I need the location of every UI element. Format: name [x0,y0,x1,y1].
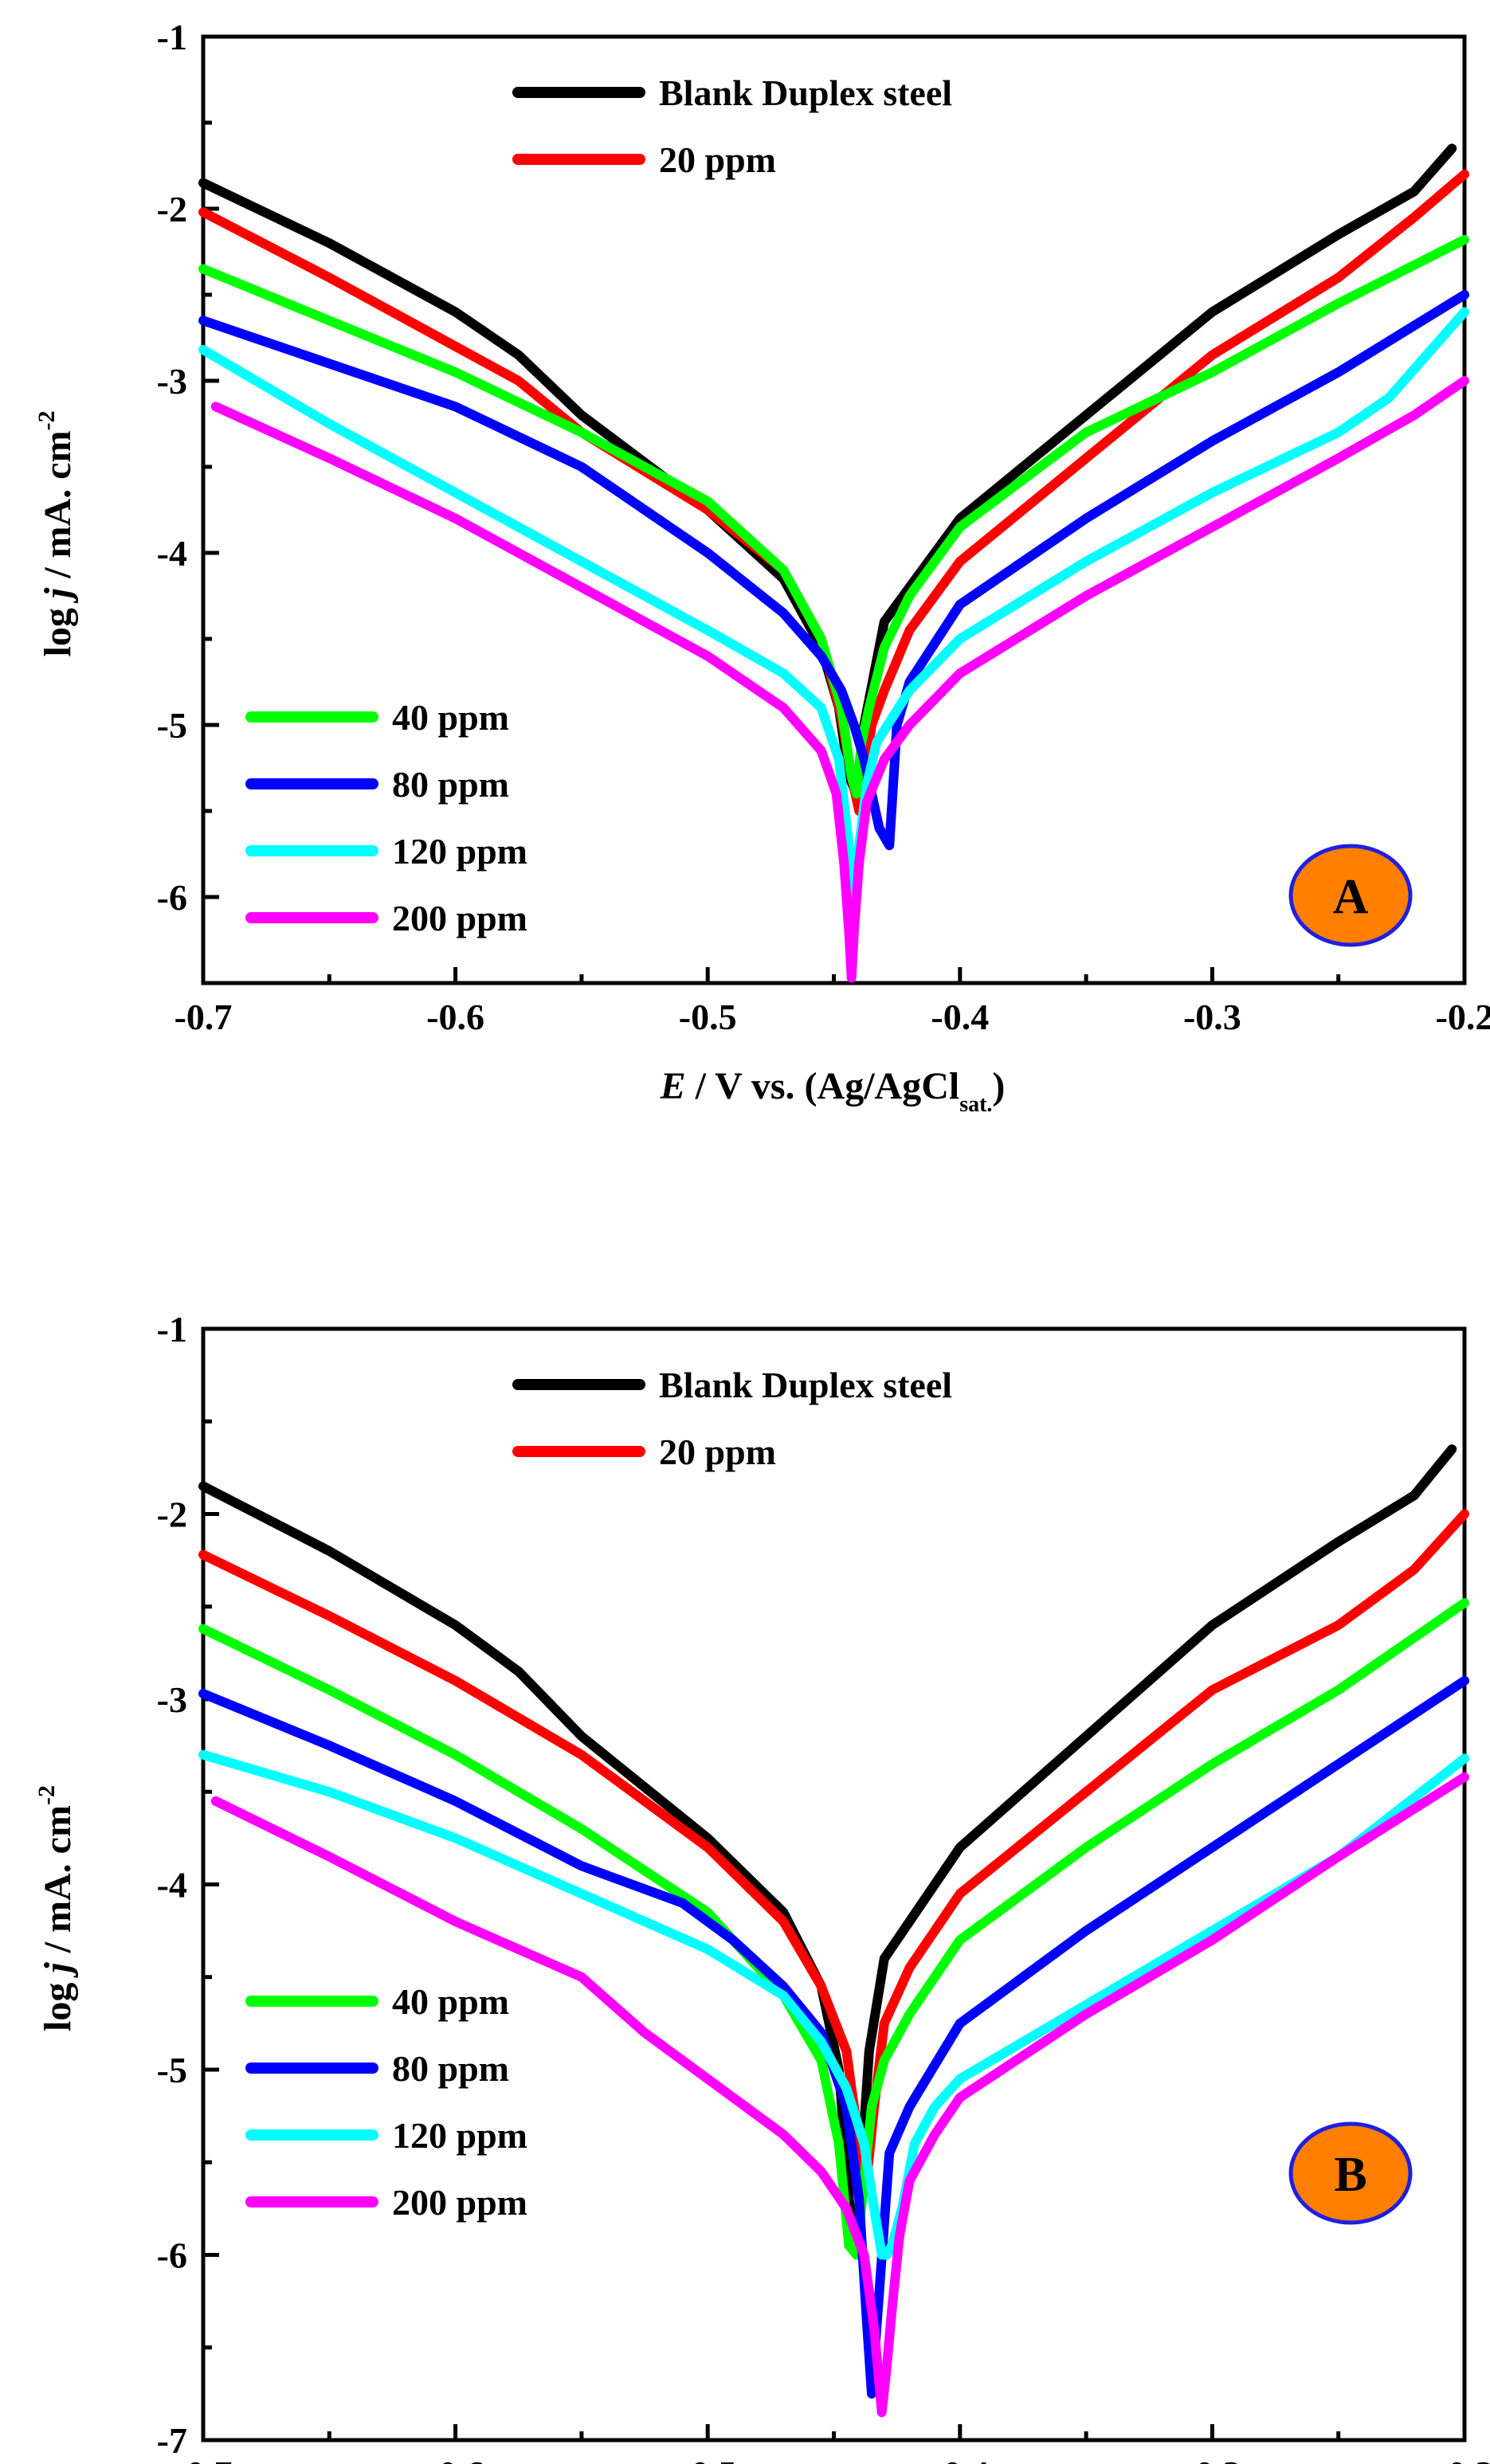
y-axis-title: log j / mA. cm-2 [33,411,79,657]
series-line-5 [210,376,1469,983]
y-axis-title-sup: -2 [33,411,60,431]
legend-label: Blank Duplex steel [659,1365,952,1405]
x-tick-label: -0.3 [1183,2454,1241,2464]
y-tick-label: -2 [157,1494,187,1535]
y-tick-label: -3 [157,361,187,402]
panel-badge [1288,2121,1413,2225]
x-tick-label: -0.5 [679,2454,737,2464]
legend-label: 40 ppm [392,697,509,738]
legend-label: 20 ppm [659,139,776,180]
y-axis-title-sup: -2 [33,1785,60,1805]
legend-label: 40 ppm [392,1981,509,2022]
y-tick-label: -5 [157,2050,187,2090]
y-axis-title-text: / mA. cm [37,431,79,588]
x-axis-title-tail: ) [992,1065,1005,1107]
y-axis-title-pre: log [37,1973,79,2031]
y-tick-label: -1 [157,1309,187,1350]
legend-label: Blank Duplex steel [659,72,952,113]
x-tick-label: -0.3 [1183,997,1241,1037]
panel-letter: B [1334,2148,1366,2202]
y-tick-label: -7 [157,2420,187,2461]
panel-letter: A [1333,870,1369,924]
legend-label: 20 ppm [659,1432,776,1472]
y-tick-label: -3 [157,1679,187,1720]
x-tick-label: -0.7 [174,997,233,1037]
series-line-5 [210,1772,1469,2418]
x-axis-title: E / V vs. (Ag/AgClsat.) [660,1065,1006,1117]
series-line-2 [198,1598,1469,2260]
y-tick-label: -4 [157,533,187,574]
legend-label: 200 ppm [392,2182,527,2223]
x-axis-title-sub: sat. [959,1092,992,1117]
x-tick-label: -0.6 [426,2454,484,2464]
legend-label: 120 ppm [392,2115,527,2156]
y-tick-label: -5 [157,705,187,746]
legend-label: 200 ppm [392,898,527,938]
y-tick-label: -6 [157,2235,187,2276]
x-axis-title-text: / V vs. (Ag/AgCl [686,1065,960,1107]
series-line-2 [198,234,1469,799]
legend-label: 120 ppm [392,831,527,872]
series-line-4 [198,1749,1469,2260]
y-axis-title-pre: log [37,598,79,656]
chart-panel-b: -0.7 -0.6 -0.5 -0.4 -0.3 -0.2 -7 -6 -5 -4 -3 -2 -1 Bl… [33,1309,1490,2464]
y-tick-label: -2 [157,189,187,229]
x-tick-label: -0.6 [426,997,484,1037]
series-line-4 [198,307,1469,911]
legend-label: 80 ppm [392,2048,509,2089]
y-tick-label: -1 [157,17,187,57]
legend-label: 80 ppm [392,764,509,805]
series-line-0 [198,1444,1457,2260]
x-tick-label: -0.2 [1436,2454,1490,2464]
x-axis-title-var: E [660,1065,686,1107]
chart-panel-a: -0.7 -0.6 -0.5 -0.4 -0.3 -0.2 -6 -5 -4 -3 -2 -1 Blan… [33,17,1490,1117]
x-tick-label: -0.5 [679,997,737,1037]
y-tick-label: -6 [157,877,187,918]
y-axis-title-text: / mA. cm [37,1805,79,1962]
x-tick-label: -0.4 [931,997,989,1037]
series-line-3 [198,290,1469,851]
y-tick-label: -4 [157,1865,187,1906]
x-tick-label: -0.2 [1436,997,1490,1037]
panel-badge [1288,844,1413,947]
x-tick-label: -0.4 [931,2454,989,2464]
x-tick-label: -0.7 [174,2454,233,2464]
y-axis-title: log j / mA. cm-2 [33,1785,79,2031]
